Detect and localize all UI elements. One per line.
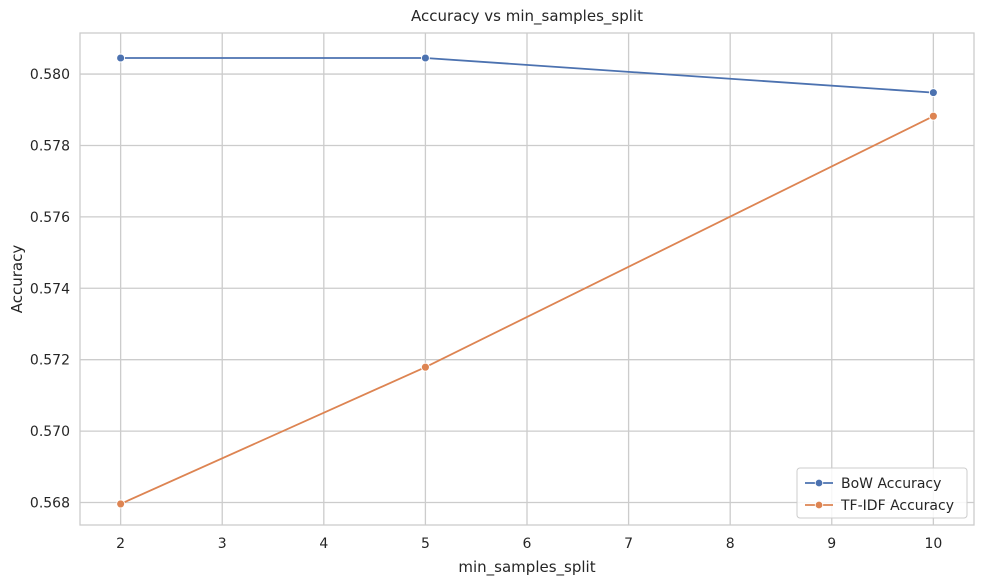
data-point xyxy=(420,362,430,372)
y-tick-label: 0.568 xyxy=(30,496,70,512)
x-tick-label: 9 xyxy=(827,536,836,552)
legend-label: TF-IDF Accuracy xyxy=(840,498,954,514)
x-tick-label: 5 xyxy=(421,536,430,552)
plot-frame xyxy=(79,32,975,526)
x-tick-label: 2 xyxy=(116,536,125,552)
x-tick-label: 10 xyxy=(924,536,942,552)
plot-area-border xyxy=(79,32,975,526)
data-point xyxy=(420,53,430,63)
data-point xyxy=(116,499,126,509)
x-tick-label: 7 xyxy=(624,536,633,552)
y-tick-label: 0.574 xyxy=(30,281,70,297)
x-tick-label: 3 xyxy=(218,536,227,552)
legend-marker-swatch xyxy=(814,500,824,510)
grid xyxy=(80,33,974,525)
legend-label: BoW Accuracy xyxy=(841,476,941,492)
legend: BoW Accuracy TF-IDF Accuracy xyxy=(796,467,968,519)
y-tick-label: 0.576 xyxy=(30,210,70,226)
y-tick-label: 0.578 xyxy=(30,138,70,154)
data-point xyxy=(928,111,938,121)
x-tick-label: 4 xyxy=(319,536,328,552)
x-tick-label: 6 xyxy=(523,536,532,552)
series xyxy=(116,53,938,509)
y-tick-label: 0.572 xyxy=(30,353,70,369)
data-point xyxy=(928,88,938,98)
y-tick-label: 0.570 xyxy=(30,424,70,440)
x-axis-ticks: 2 3 4 5 6 7 8 9 10 xyxy=(116,536,942,552)
legend-box xyxy=(796,467,968,519)
y-tick-label: 0.580 xyxy=(30,67,70,83)
chart-title: Accuracy vs min_samples_split xyxy=(411,7,643,26)
y-axis-label: Accuracy xyxy=(8,245,26,314)
legend-marker-swatch xyxy=(814,478,824,488)
data-point xyxy=(116,53,126,63)
x-tick-label: 8 xyxy=(726,536,735,552)
y-axis-ticks: 0.568 0.570 0.572 0.574 0.576 0.578 0.580 xyxy=(30,67,70,511)
x-axis-label: min_samples_split xyxy=(458,558,595,577)
